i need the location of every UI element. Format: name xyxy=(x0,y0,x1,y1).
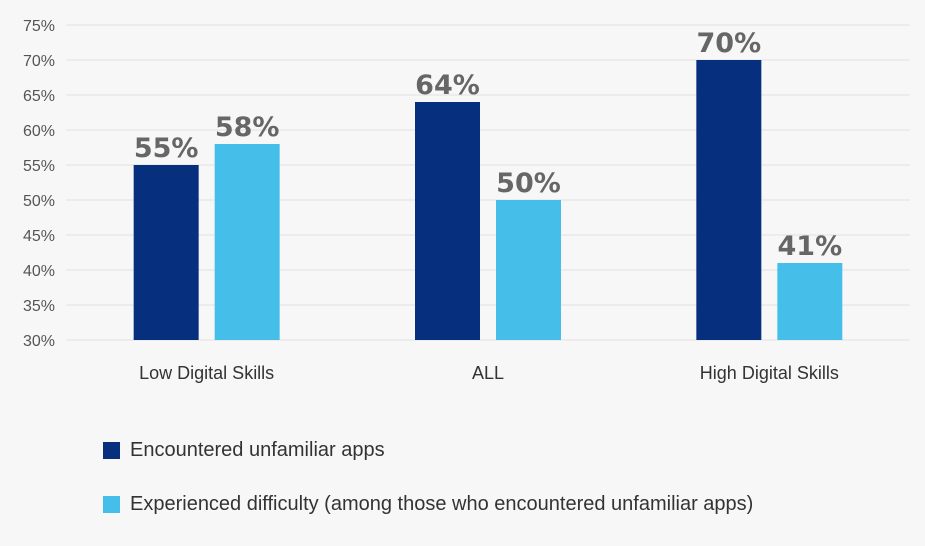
legend: Encountered unfamiliar apps Experienced … xyxy=(103,438,753,546)
legend-swatch-encountered xyxy=(103,441,120,459)
data-label: 50% xyxy=(496,168,561,199)
x-category-label: ALL xyxy=(472,363,504,383)
y-tick-label: 40% xyxy=(23,263,55,280)
y-axis: 30% 35% 40% 45% 50% 55% 60% 65% 70% 75% xyxy=(23,18,55,350)
bar-encountered xyxy=(133,165,199,340)
y-tick-label: 55% xyxy=(23,158,55,175)
x-category-label: Low Digital Skills xyxy=(139,363,274,383)
data-label: 64% xyxy=(415,70,480,101)
y-tick-label: 45% xyxy=(23,228,55,245)
y-tick-label: 70% xyxy=(23,53,55,70)
bar-difficulty xyxy=(496,200,561,340)
x-category-label: High Digital Skills xyxy=(700,363,839,383)
bar-encountered xyxy=(696,60,762,340)
gridlines xyxy=(66,24,910,341)
y-tick-label: 35% xyxy=(23,298,55,315)
y-tick-label: 50% xyxy=(23,193,55,210)
y-tick-label: 65% xyxy=(23,88,55,105)
legend-item-encountered: Encountered unfamiliar apps xyxy=(103,438,753,462)
legend-label-difficulty: Experienced difficulty (among those who … xyxy=(130,492,754,515)
bars xyxy=(133,60,843,340)
bar-encountered xyxy=(415,102,480,340)
y-tick-label: 60% xyxy=(23,123,55,140)
y-tick-label: 75% xyxy=(23,18,55,35)
y-tick-label: 30% xyxy=(23,333,55,350)
data-label: 55% xyxy=(134,133,199,164)
data-label: 58% xyxy=(215,112,280,143)
legend-swatch-difficulty xyxy=(103,495,120,513)
bar-chart: 30% 35% 40% 45% 50% 55% 60% 65% 70% 75% 55% 58% 64%… xyxy=(23,18,910,383)
bar-difficulty xyxy=(214,144,280,340)
x-axis: Low Digital Skills ALL High Digital Skills xyxy=(139,363,839,383)
legend-label-encountered: Encountered unfamiliar apps xyxy=(130,438,385,461)
data-labels: 55% 58% 64% 50% 70% 41% xyxy=(134,28,842,262)
legend-item-difficulty: Experienced difficulty (among those who … xyxy=(103,492,753,516)
bar-difficulty xyxy=(777,263,843,340)
data-label: 70% xyxy=(697,28,762,59)
data-label: 41% xyxy=(778,231,843,262)
